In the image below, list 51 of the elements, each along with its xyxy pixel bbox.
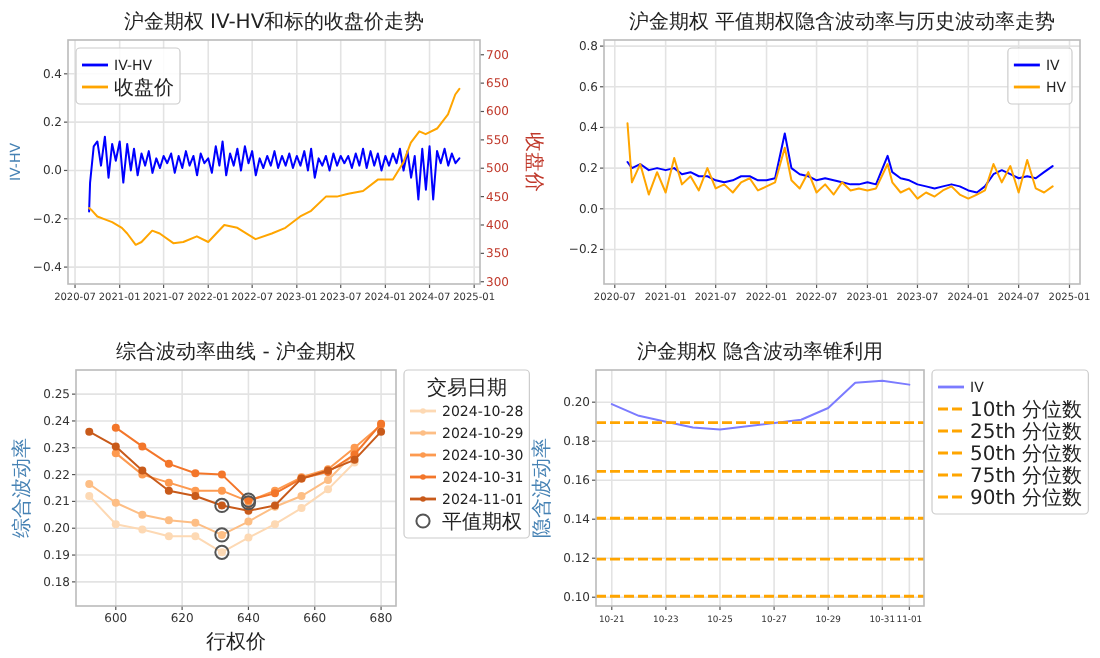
point (111, 442, 120, 451)
line-series (610, 379, 911, 431)
legend-label: 25th 分位数 (970, 420, 1083, 444)
point (217, 486, 226, 495)
chart-title: 沪金期权 IV-HV和标的收盘价走势 (123, 10, 425, 34)
legend-label: 50th 分位数 (970, 442, 1083, 466)
chart-title: 综合波动率曲线 - 沪金期权 (116, 340, 356, 364)
point (111, 520, 120, 529)
legend-label: 10th 分位数 (970, 398, 1083, 422)
point (324, 485, 333, 494)
chart-title: 沪金期权 隐含波动率锥利用 (636, 340, 884, 364)
legend-label: 收盘价 (114, 76, 174, 100)
point (164, 516, 173, 525)
point (297, 504, 306, 513)
point (191, 469, 200, 478)
point (85, 427, 94, 436)
point (164, 478, 173, 487)
point (164, 459, 173, 468)
legend-label: 90th 分位数 (970, 486, 1083, 510)
y-axis-title: 隐含波动率 (530, 438, 554, 538)
point (164, 486, 173, 495)
point (297, 492, 306, 501)
point (85, 479, 94, 488)
legend-title: 交易日期 (426, 376, 507, 400)
point (191, 518, 200, 527)
x-axis-title: 行权价 (206, 630, 266, 654)
chart-title: 沪金期权 平值期权隐含波动率与历史波动率走势 (628, 10, 1056, 34)
line-series (88, 135, 461, 213)
point (350, 443, 359, 452)
point (244, 533, 253, 542)
point (138, 510, 147, 519)
point (138, 525, 147, 534)
point (377, 427, 386, 436)
y2-axis-title: 收盘价 (522, 132, 546, 192)
point (111, 423, 120, 432)
point (191, 492, 200, 501)
legend-label: 75th 分位数 (970, 464, 1083, 488)
point (111, 449, 120, 458)
point (191, 532, 200, 541)
line-series (626, 132, 1054, 194)
point (111, 498, 120, 507)
point (324, 475, 333, 484)
point (164, 532, 173, 541)
point (244, 517, 253, 526)
point (85, 492, 94, 501)
point (270, 520, 279, 529)
point (138, 442, 147, 451)
line-series (626, 122, 1054, 200)
y-axis-title: 综合波动率 (10, 438, 34, 538)
legend-label: 平值期权 (442, 510, 522, 534)
point (217, 470, 226, 479)
